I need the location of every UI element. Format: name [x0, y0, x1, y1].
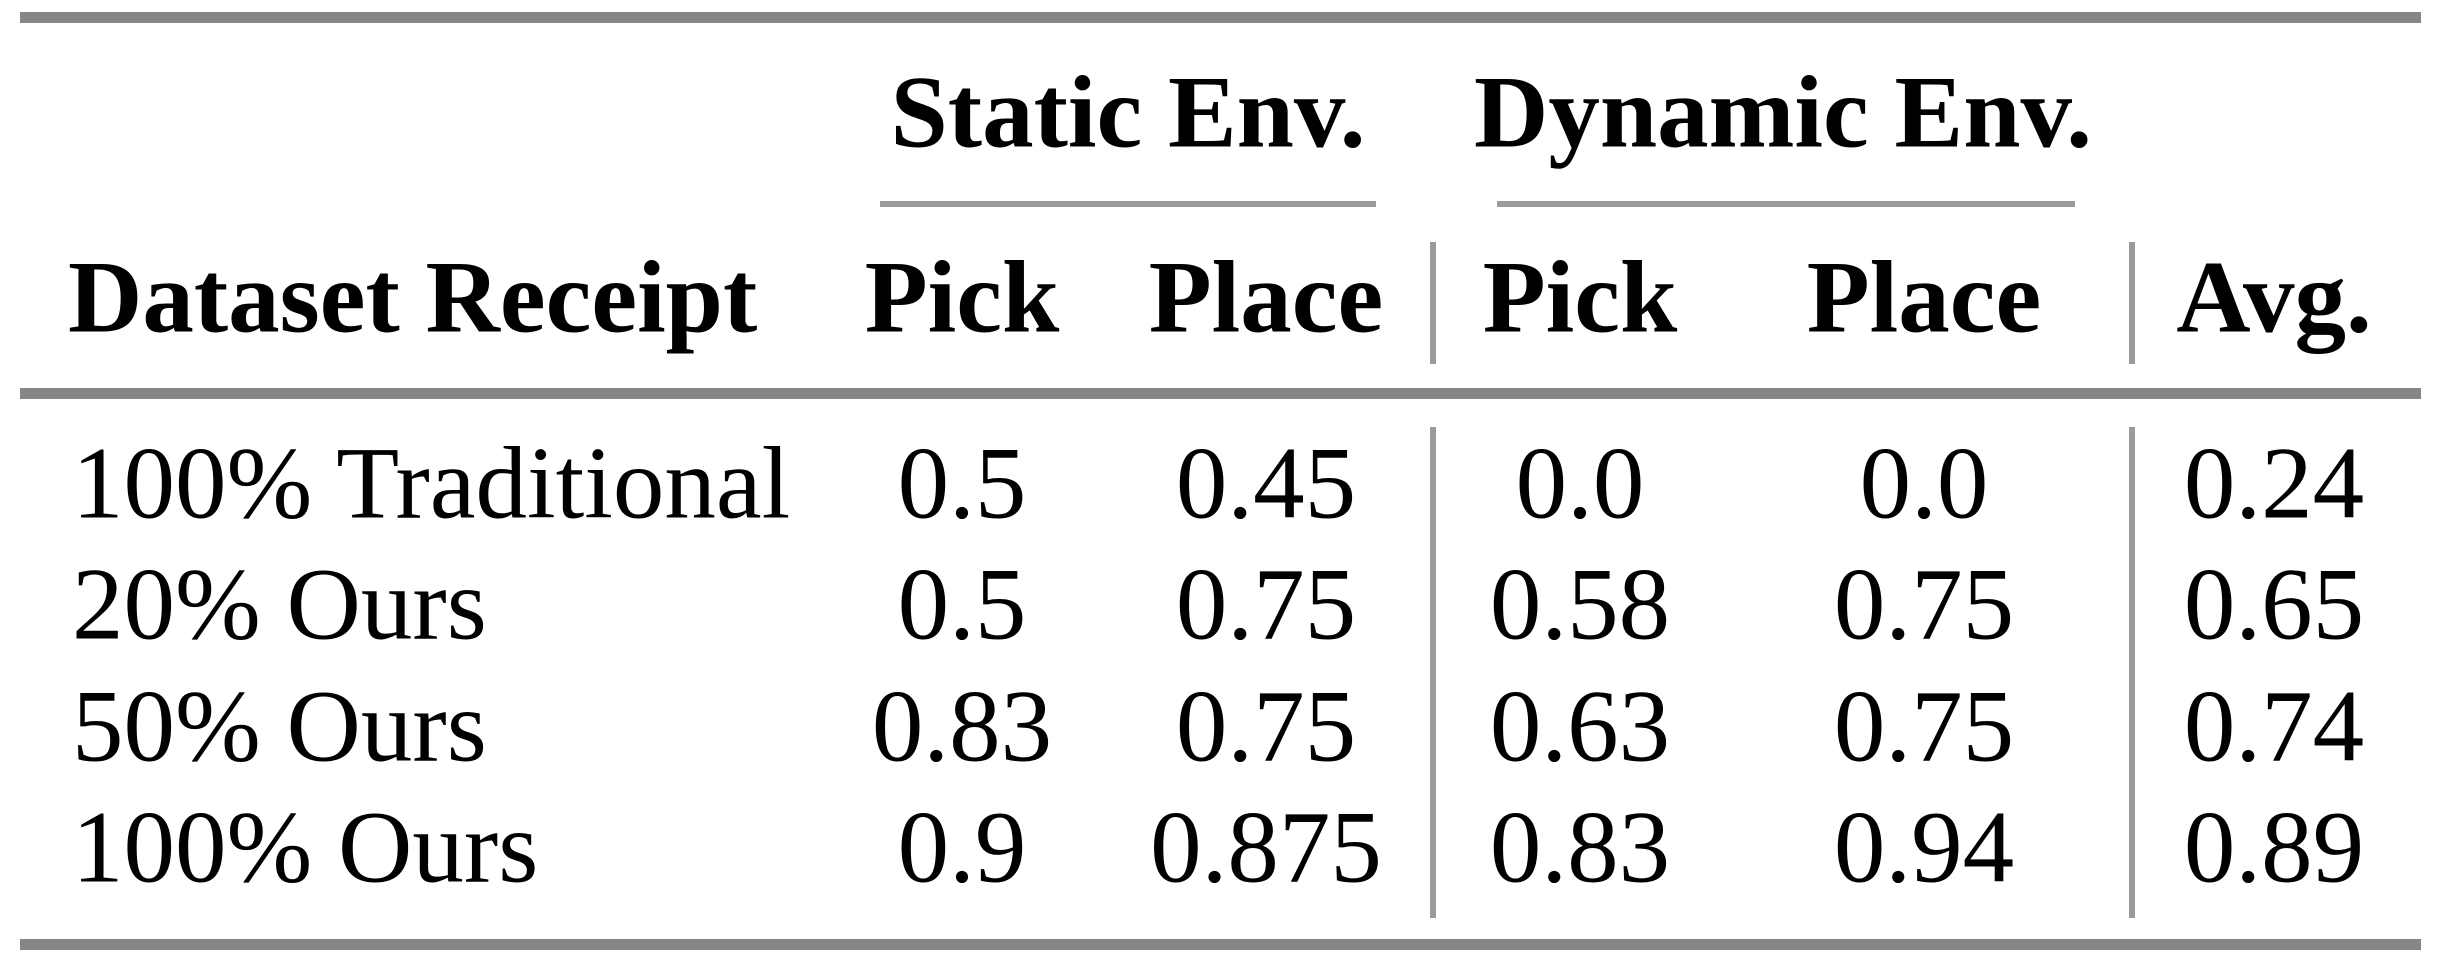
group-header-dynamic-env: Dynamic Env.: [1473, 55, 2093, 170]
row-label: 20% Ours: [72, 547, 487, 662]
value-cell: 0.45: [1175, 426, 1357, 541]
top-rule: [20, 12, 2421, 23]
dynamic-env-underline: [1497, 201, 2075, 207]
mid-rule: [20, 388, 2421, 399]
row-label: 50% Ours: [72, 669, 487, 784]
value-cell: 0.9: [897, 790, 1027, 905]
value-cell: 0.875: [1150, 790, 1382, 905]
column-header-static-pick: Pick: [864, 240, 1060, 355]
separator-static-dynamic-body: [1430, 427, 1436, 918]
value-cell: 0.75: [1833, 669, 2015, 784]
group-header-static-env: Static Env.: [890, 55, 1366, 170]
static-env-underline: [880, 201, 1376, 207]
column-header-dynamic-pick: Pick: [1482, 240, 1678, 355]
value-cell: 0.63: [1489, 669, 1671, 784]
separator-dynamic-avg-body: [2129, 427, 2135, 918]
value-cell: 0.83: [871, 669, 1053, 784]
row-label: 100% Traditional: [72, 426, 791, 541]
value-cell: 0.0: [1859, 426, 1989, 541]
value-cell: 0.5: [897, 426, 1027, 541]
bottom-rule: [20, 939, 2421, 950]
value-cell: 0.0: [1515, 426, 1645, 541]
column-header-avg: Avg.: [2176, 240, 2372, 355]
separator-dynamic-avg-header: [2129, 242, 2135, 364]
value-cell: 0.65: [2183, 547, 2365, 662]
value-cell: 0.75: [1175, 669, 1357, 784]
value-cell: 0.5: [897, 547, 1027, 662]
column-header-static-place: Place: [1148, 240, 1384, 355]
column-header-dataset-receipt: Dataset Receipt: [68, 240, 758, 355]
value-cell: 0.89: [2183, 790, 2365, 905]
separator-static-dynamic-header: [1430, 242, 1436, 364]
row-label: 100% Ours: [72, 790, 539, 905]
value-cell: 0.74: [2183, 669, 2365, 784]
value-cell: 0.83: [1489, 790, 1671, 905]
column-header-dynamic-place: Place: [1806, 240, 2042, 355]
value-cell: 0.24: [2183, 426, 2365, 541]
value-cell: 0.75: [1175, 547, 1357, 662]
value-cell: 0.75: [1833, 547, 2015, 662]
value-cell: 0.94: [1833, 790, 2015, 905]
value-cell: 0.58: [1489, 547, 1671, 662]
